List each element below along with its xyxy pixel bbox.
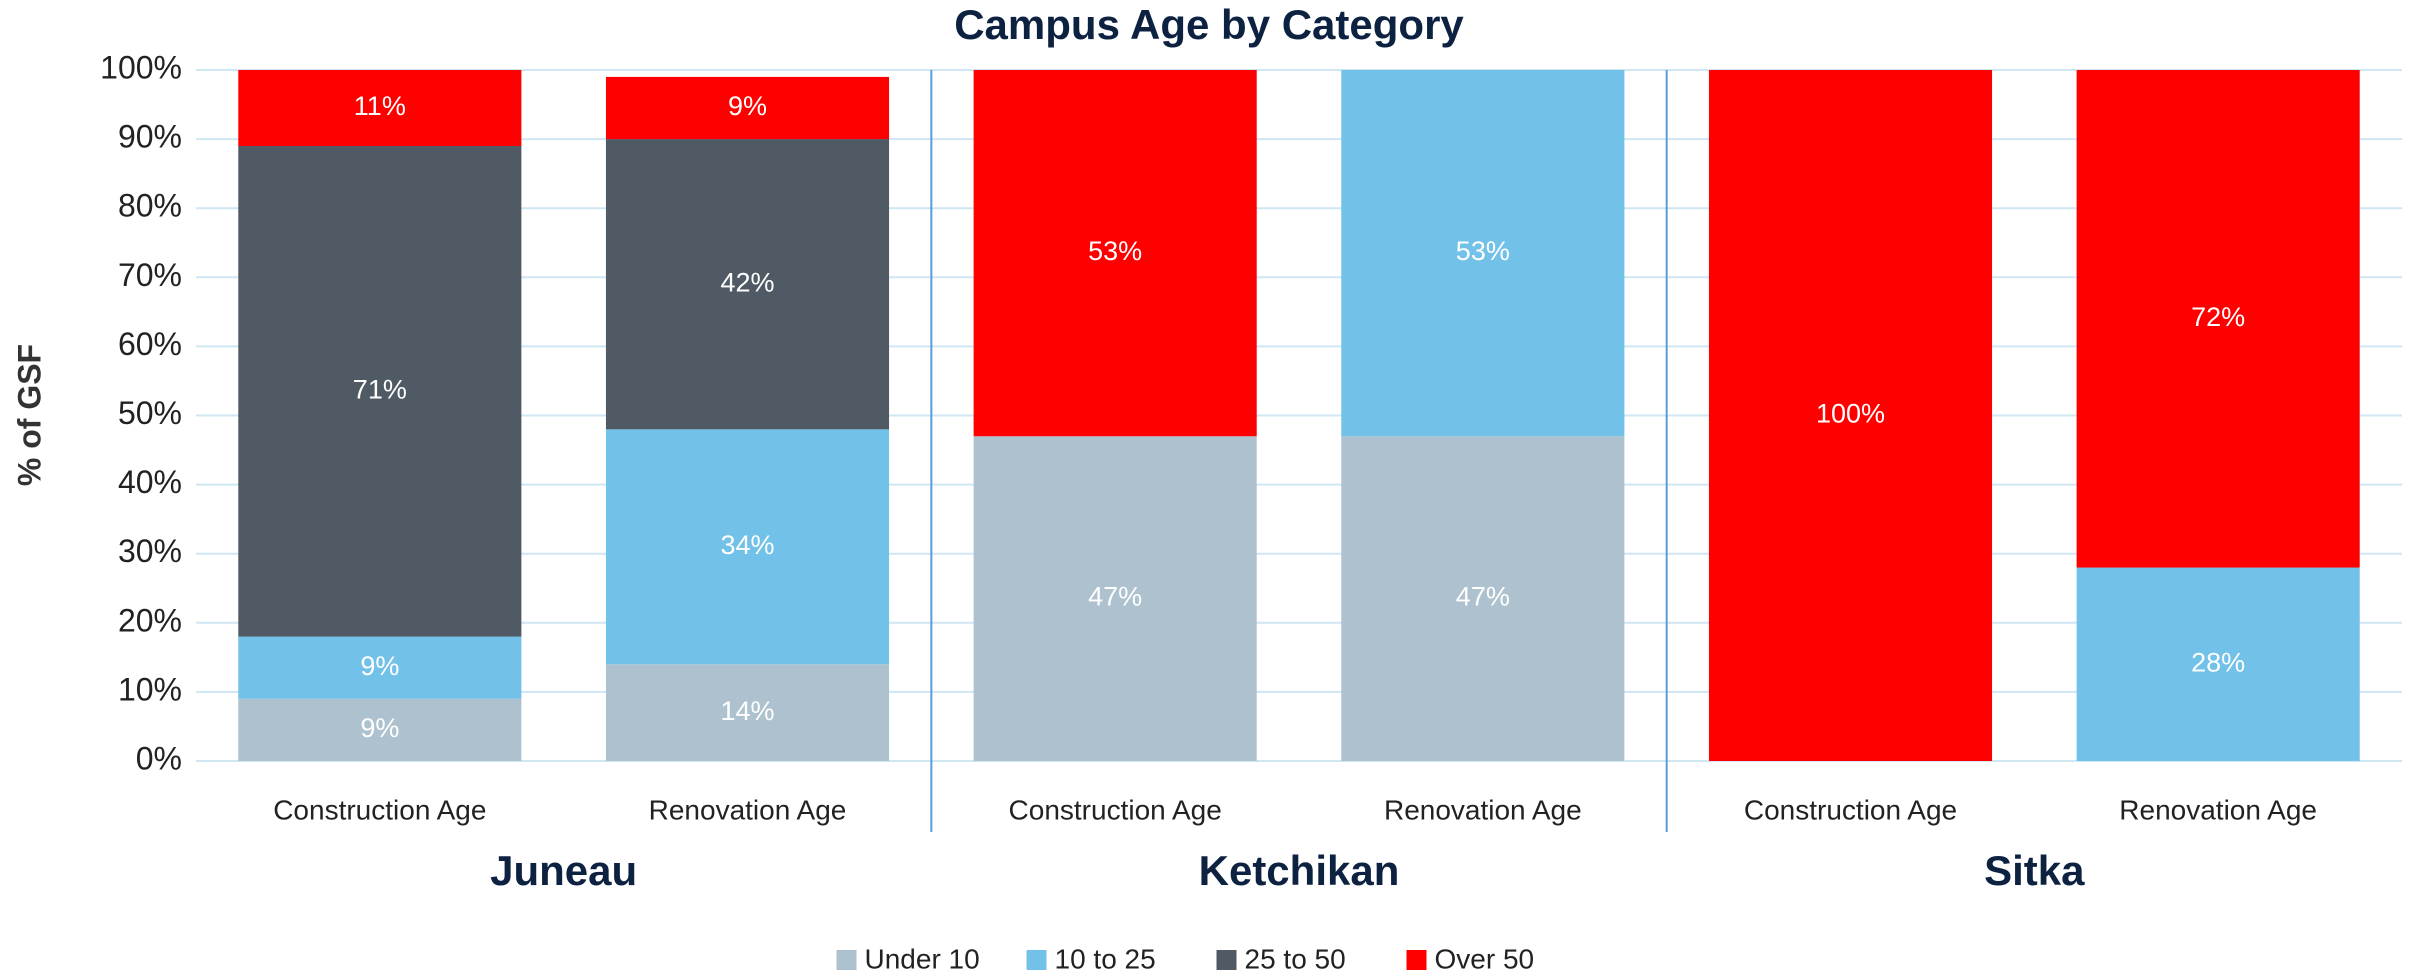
- data-label: 47%: [1088, 582, 1142, 612]
- legend-label: 25 to 50: [1245, 943, 1346, 974]
- bar-segment: [605, 139, 890, 430]
- x-tick-label: Construction Age: [1009, 794, 1222, 825]
- data-label: 28%: [2191, 647, 2245, 677]
- data-label: 34%: [720, 530, 774, 560]
- chart-title: Campus Age by Category: [954, 1, 1464, 48]
- y-axis-label: % of GSF: [11, 344, 47, 486]
- data-label: 9%: [728, 91, 767, 121]
- legend-label: 10 to 25: [1055, 943, 1156, 974]
- legend-label: Over 50: [1435, 943, 1535, 974]
- y-tick-label: 30%: [118, 533, 182, 569]
- bar-segment: [1708, 70, 1993, 761]
- group-label: Ketchikan: [1199, 847, 1400, 894]
- y-tick-label: 60%: [118, 326, 182, 362]
- data-label: 11%: [354, 91, 406, 121]
- bar-segment: [2076, 567, 2360, 761]
- group-label: Sitka: [1984, 847, 2085, 894]
- data-label: 100%: [1816, 399, 1885, 429]
- data-label: 9%: [360, 713, 399, 743]
- legend-swatch: [1026, 950, 1047, 970]
- y-tick-label: 70%: [118, 257, 182, 293]
- x-tick-label: Renovation Age: [649, 794, 847, 825]
- y-tick-label: 0%: [136, 740, 182, 776]
- bar-segment: [238, 698, 522, 761]
- data-label: 71%: [353, 374, 407, 404]
- bar-segment: [605, 664, 890, 761]
- y-tick-label: 90%: [118, 119, 182, 155]
- bar-segment: [605, 76, 890, 140]
- bar-segment: [1341, 70, 1625, 437]
- y-tick-label: 40%: [118, 464, 182, 500]
- data-label: 42%: [720, 267, 774, 297]
- legend-swatch: [836, 950, 857, 970]
- x-tick-label: Construction Age: [1744, 794, 1957, 825]
- bar-segment: [1341, 436, 1625, 761]
- bar-segment: [2076, 70, 2360, 568]
- bar-segment: [605, 429, 890, 665]
- y-tick-label: 50%: [118, 395, 182, 431]
- y-tick-label: 10%: [118, 671, 182, 707]
- data-label: 53%: [1088, 236, 1142, 266]
- bar-segment: [238, 146, 522, 637]
- data-label: 47%: [1456, 582, 1510, 612]
- data-label: 9%: [360, 651, 399, 681]
- legend-label: Under 10: [865, 943, 980, 974]
- y-tick-label: 100%: [100, 49, 182, 85]
- y-tick-label: 20%: [118, 602, 182, 638]
- bar-segment: [973, 70, 1257, 437]
- legend-swatch: [1216, 950, 1237, 970]
- data-label: 72%: [2191, 302, 2245, 332]
- x-tick-label: Renovation Age: [2119, 794, 2317, 825]
- bar-segment: [973, 436, 1257, 761]
- data-label: 53%: [1456, 236, 1510, 266]
- bar-segment: [238, 70, 522, 147]
- x-tick-label: Construction Age: [273, 794, 486, 825]
- x-tick-label: Renovation Age: [1384, 794, 1582, 825]
- legend-swatch: [1406, 950, 1427, 970]
- bar-segment: [238, 636, 522, 699]
- y-tick-label: 80%: [118, 188, 182, 224]
- group-label: Juneau: [490, 847, 637, 894]
- data-label: 14%: [720, 696, 774, 726]
